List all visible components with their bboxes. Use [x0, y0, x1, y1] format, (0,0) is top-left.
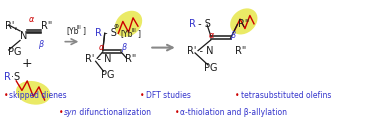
Text: β: β	[230, 31, 235, 40]
Text: R": R"	[238, 19, 249, 29]
Text: - S: - S	[195, 19, 211, 29]
Text: α: α	[28, 15, 34, 24]
Text: •: •	[4, 91, 8, 100]
Ellipse shape	[115, 11, 142, 37]
Text: β: β	[38, 40, 43, 49]
Text: PG: PG	[101, 70, 115, 80]
Text: R": R"	[41, 21, 52, 31]
Text: ·S: ·S	[11, 72, 20, 82]
Text: R' - N: R' - N	[85, 55, 112, 64]
Text: R": R"	[125, 55, 136, 64]
Text: ⊕: ⊕	[114, 24, 119, 29]
Text: ]: ]	[137, 29, 140, 38]
Text: R',: R',	[5, 21, 17, 31]
Text: β: β	[121, 43, 126, 52]
Text: III: III	[77, 25, 82, 30]
Text: N: N	[20, 31, 28, 41]
Ellipse shape	[230, 8, 257, 35]
Text: •: •	[175, 108, 179, 117]
Text: R: R	[189, 19, 196, 29]
Text: R' - N: R' - N	[187, 46, 214, 56]
Text: PG: PG	[204, 63, 218, 73]
Text: R": R"	[235, 46, 246, 56]
Ellipse shape	[16, 81, 51, 105]
Text: α-thiolation and β-allylation: α-thiolation and β-allylation	[180, 108, 287, 117]
Text: PG: PG	[8, 47, 21, 57]
Text: [Yb: [Yb	[66, 26, 79, 35]
Text: difunctionalization: difunctionalization	[77, 108, 151, 117]
Text: tetrasubstituted olefins: tetrasubstituted olefins	[241, 91, 331, 100]
Text: - S: - S	[101, 28, 117, 38]
Text: [Yb: [Yb	[120, 29, 133, 38]
Text: III: III	[132, 28, 136, 33]
Text: ]: ]	[82, 26, 85, 35]
Text: DFT studies: DFT studies	[146, 91, 191, 100]
Text: R: R	[94, 28, 101, 38]
Text: α: α	[209, 31, 214, 40]
Text: +: +	[22, 57, 33, 70]
Text: •: •	[140, 91, 144, 100]
Text: skipped dienes: skipped dienes	[9, 91, 67, 100]
Text: •: •	[235, 91, 240, 100]
Text: syn: syn	[64, 108, 77, 117]
Text: α: α	[99, 43, 104, 52]
Text: •: •	[59, 108, 63, 117]
Text: R: R	[4, 72, 11, 82]
